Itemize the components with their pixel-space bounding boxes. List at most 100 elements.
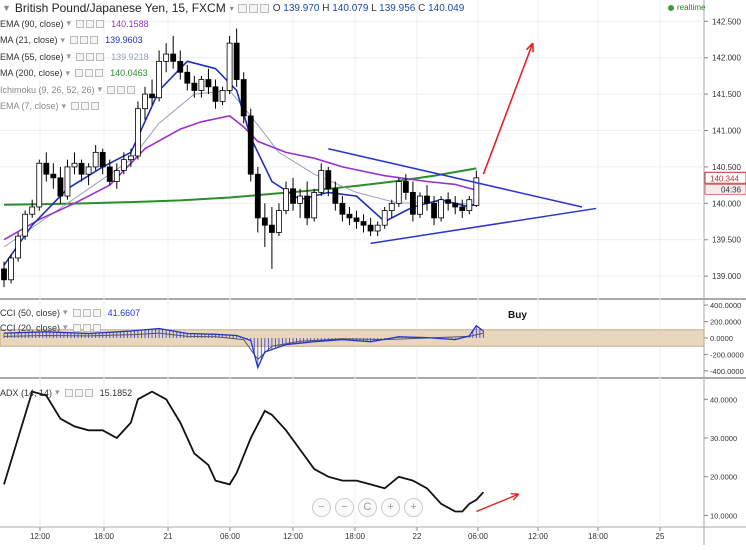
indicator-dropdown-icon[interactable]: ▾ bbox=[65, 67, 71, 78]
legend-ema-value: 140.1588 bbox=[111, 18, 149, 29]
legend-ma-label[interactable]: MA (21, close) bbox=[0, 35, 58, 45]
candle-body bbox=[8, 257, 14, 281]
indicator-dropdown-icon[interactable]: ▾ bbox=[63, 322, 68, 332]
eye-icon[interactable] bbox=[70, 36, 79, 44]
eye-icon[interactable] bbox=[64, 388, 73, 397]
remove-icon[interactable] bbox=[95, 69, 104, 77]
legend-cci-0[interactable]: CCI (50, close) ▾ 41.6607 bbox=[0, 307, 140, 318]
symbol-dropdown-icon[interactable]: ▾ bbox=[229, 3, 234, 13]
eye-icon[interactable] bbox=[76, 52, 85, 61]
eye-icon[interactable] bbox=[76, 19, 85, 28]
legend-adx[interactable]: ADX (14, 14) ▾ 15.1852 bbox=[0, 387, 132, 398]
cci-panel[interactable] bbox=[0, 324, 705, 370]
legend-adx-value: 15.1852 bbox=[99, 387, 133, 398]
remove-icon[interactable] bbox=[92, 308, 101, 317]
indicator-controls[interactable] bbox=[75, 69, 104, 77]
remove-icon[interactable] bbox=[96, 52, 105, 61]
indicator-controls[interactable] bbox=[71, 102, 100, 110]
legend-ema[interactable]: EMA (55, close) ▾ 139.9218 bbox=[0, 51, 149, 62]
settings-icon[interactable] bbox=[81, 102, 90, 110]
scroll-left-icon[interactable]: − bbox=[335, 498, 354, 517]
zoom-in-icon[interactable]: + bbox=[404, 498, 423, 517]
settings-icon[interactable] bbox=[74, 388, 83, 397]
remove-icon[interactable] bbox=[84, 388, 93, 397]
legend-ichimoku-label[interactable]: Ichimoku (9, 26, 52, 26) bbox=[0, 84, 95, 95]
zoom-out-icon[interactable]: − bbox=[312, 498, 331, 517]
settings-icon[interactable] bbox=[80, 36, 89, 44]
legend-cci-0-label[interactable]: CCI (50, close) bbox=[0, 307, 61, 318]
scroll-right-icon[interactable]: + bbox=[381, 498, 400, 517]
legend-ema[interactable]: EMA (7, close) ▾ bbox=[0, 100, 100, 112]
settings-icon[interactable] bbox=[248, 3, 258, 13]
legend-ema-label[interactable]: EMA (55, close) bbox=[0, 51, 64, 62]
indicator-dropdown-icon[interactable]: ▾ bbox=[66, 51, 72, 61]
remove-icon[interactable] bbox=[90, 36, 99, 44]
candle-body bbox=[332, 188, 339, 204]
settings-icon[interactable] bbox=[82, 323, 91, 332]
legend-ichimoku[interactable]: Ichimoku (9, 26, 52, 26) ▾ bbox=[0, 84, 136, 95]
reset-zoom-icon[interactable]: C bbox=[358, 498, 377, 517]
legend-cci-1[interactable]: CCI (20, close) ▾ bbox=[0, 322, 101, 333]
indicator-controls[interactable] bbox=[70, 36, 99, 44]
legend-ma[interactable]: MA (21, close) ▾ 139.9603 bbox=[0, 35, 143, 46]
candle-body bbox=[459, 206, 466, 212]
candle-body bbox=[135, 108, 141, 157]
indicator-controls[interactable] bbox=[72, 308, 101, 317]
settings-icon[interactable] bbox=[86, 19, 95, 28]
candle-body bbox=[276, 210, 282, 233]
symbol-title[interactable]: British Pound/Japanese Yen, 15, FXCM bbox=[14, 1, 226, 15]
legend-ma[interactable]: MA (200, close) ▾ 140.0463 bbox=[0, 68, 148, 79]
price-panel[interactable] bbox=[1, 28, 597, 288]
legend-ma-label[interactable]: MA (200, close) bbox=[0, 68, 63, 78]
realtime-dot-icon bbox=[668, 4, 674, 11]
settings-icon[interactable] bbox=[82, 308, 91, 317]
close-icon[interactable] bbox=[259, 3, 269, 13]
indicator-dropdown-icon[interactable]: ▾ bbox=[61, 100, 67, 111]
legend-ema[interactable]: EMA (90, close) ▾ 140.1588 bbox=[0, 18, 149, 29]
eye-icon[interactable] bbox=[75, 69, 84, 77]
high-label: H bbox=[322, 2, 330, 14]
adx-panel[interactable] bbox=[3, 390, 520, 513]
ma200-line bbox=[3, 167, 477, 206]
remove-icon[interactable] bbox=[92, 323, 101, 332]
eye-icon[interactable] bbox=[72, 308, 81, 317]
candle-body bbox=[163, 53, 170, 62]
eye-icon[interactable] bbox=[71, 102, 80, 110]
collapse-chevron-icon[interactable]: ▼ bbox=[2, 3, 11, 13]
legend-adx-label[interactable]: ADX (14, 14) bbox=[0, 387, 53, 398]
candle-body bbox=[325, 170, 332, 190]
eye-icon[interactable] bbox=[107, 85, 116, 94]
indicator-controls[interactable] bbox=[64, 388, 93, 397]
candle-body bbox=[64, 166, 71, 197]
legend-ma-value: 140.0463 bbox=[110, 68, 148, 78]
indicator-dropdown-icon[interactable]: ▾ bbox=[97, 84, 103, 94]
legend-cci-1-label[interactable]: CCI (20, close) bbox=[0, 322, 61, 333]
settings-icon[interactable] bbox=[86, 52, 95, 61]
countdown-tag bbox=[704, 183, 746, 195]
current-price-tag bbox=[704, 171, 746, 184]
indicator-controls[interactable] bbox=[72, 323, 101, 332]
indicator-dropdown-icon[interactable]: ▾ bbox=[60, 34, 66, 45]
candle-body bbox=[424, 195, 430, 204]
indicator-dropdown-icon[interactable]: ▾ bbox=[63, 307, 68, 317]
remove-icon[interactable] bbox=[96, 19, 105, 28]
settings-icon[interactable] bbox=[85, 69, 94, 77]
price-tick-label: 140.000 bbox=[712, 199, 741, 208]
eye-icon[interactable] bbox=[72, 323, 81, 332]
indicator-controls[interactable] bbox=[76, 52, 105, 61]
candle-body bbox=[240, 79, 247, 117]
legend-ema-label[interactable]: EMA (7, close) bbox=[0, 101, 59, 111]
zoom-controls[interactable]: − − C + + bbox=[312, 498, 423, 517]
indicator-dropdown-icon[interactable]: ▾ bbox=[66, 18, 72, 28]
remove-icon[interactable] bbox=[91, 102, 100, 110]
legend-ema-label[interactable]: EMA (90, close) bbox=[0, 18, 64, 29]
remove-icon[interactable] bbox=[127, 85, 136, 94]
indicator-dropdown-icon[interactable]: ▾ bbox=[55, 387, 60, 397]
settings-icon[interactable] bbox=[117, 85, 126, 94]
indicator-controls[interactable] bbox=[107, 85, 136, 94]
legend-cci-0-value: 41.6607 bbox=[107, 307, 141, 318]
indicator-controls[interactable] bbox=[76, 19, 105, 28]
eye-icon[interactable] bbox=[237, 3, 247, 13]
header-controls[interactable] bbox=[237, 3, 269, 13]
